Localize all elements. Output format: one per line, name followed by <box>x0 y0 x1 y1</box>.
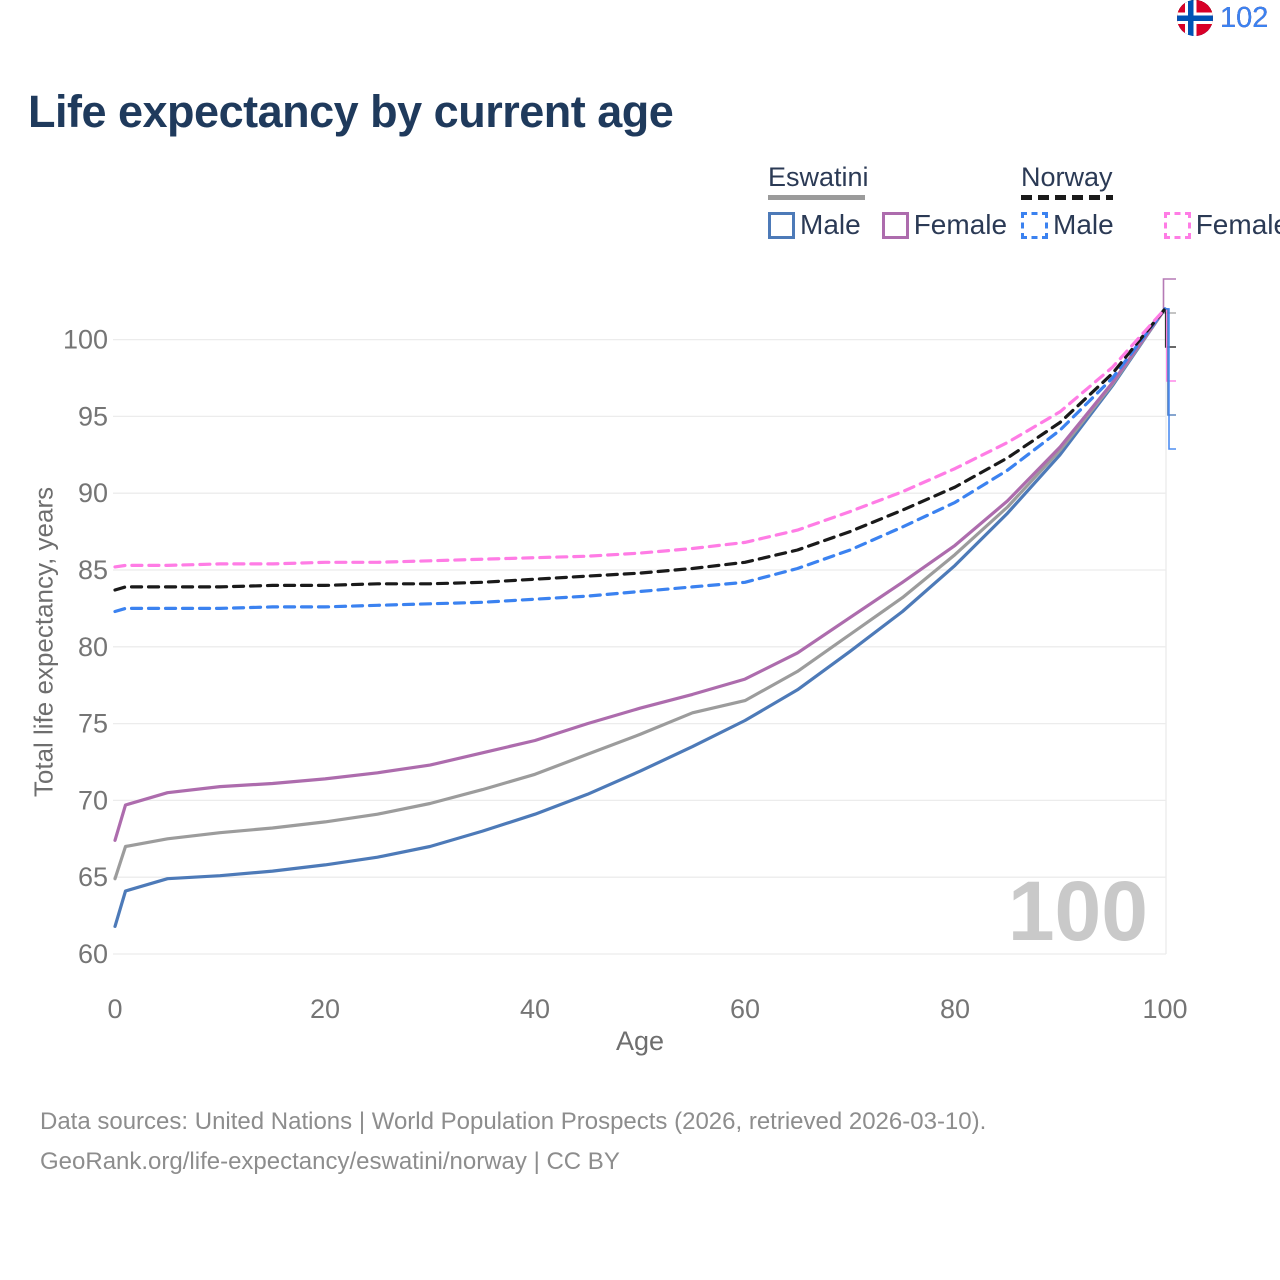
legend-item-eswatini-female[interactable]: Female <box>881 209 1008 241</box>
x-tick-80: 80 <box>940 994 970 1024</box>
legend-label: Male <box>800 209 861 241</box>
legend-country-eswatini[interactable]: Eswatini <box>768 162 869 192</box>
norway-male-swatch <box>1021 211 1048 239</box>
y-tick-70: 70 <box>78 785 108 815</box>
legend-label: Female <box>1195 209 1280 241</box>
end-value: 102 <box>1220 2 1269 34</box>
page-title: Life expectancy by current age <box>28 86 674 137</box>
y-tick-60: 60 <box>78 939 108 969</box>
y-tick-90: 90 <box>78 478 108 508</box>
y-tick-100: 100 <box>63 325 108 355</box>
norway-combined-line-swatch <box>1021 195 1113 201</box>
y-tick-80: 80 <box>78 632 108 662</box>
end-label-norway-male: 102 <box>1177 0 1268 36</box>
y-tick-85: 85 <box>78 555 108 585</box>
legend-item-norway-male[interactable]: Male <box>1021 209 1114 241</box>
y-tick-65: 65 <box>78 862 108 892</box>
x-tick-100: 100 <box>1142 994 1187 1024</box>
end-value: 102 <box>1220 2 1269 34</box>
x-tick-60: 60 <box>730 994 760 1024</box>
end-value: 102 <box>1220 2 1269 34</box>
footer-data-sources: Data sources: United Nations | World Pop… <box>40 1108 987 1135</box>
end-value: 102 <box>1220 2 1269 34</box>
age-cursor-watermark: 100 <box>1007 864 1148 958</box>
norway-flag-icon <box>1177 0 1213 36</box>
y-tick-95: 95 <box>78 401 108 431</box>
eswatini-female-swatch <box>881 211 909 239</box>
series-line-eswatini-male[interactable] <box>113 307 1167 929</box>
y-tick-75: 75 <box>78 709 108 739</box>
legend-item-norway-female[interactable]: Female <box>1163 209 1280 241</box>
eswatini-male-swatch <box>768 211 795 239</box>
series-line-norway-male[interactable] <box>113 307 1167 614</box>
legend-country-norway[interactable]: Norway <box>1021 162 1113 192</box>
end-connector-eswatini-female <box>1162 278 1176 310</box>
series-line-norway[interactable] <box>113 307 1167 592</box>
end-connector-norway-male <box>1165 308 1176 450</box>
legend-label: Male <box>1053 209 1114 241</box>
end-value: 102 <box>1220 2 1269 34</box>
footer-attribution[interactable]: GeoRank.org/life-expectancy/eswatini/nor… <box>40 1148 620 1175</box>
legend-group-eswatini: Eswatini Male Female <box>768 163 1007 241</box>
legend-item-eswatini-male[interactable]: Male <box>768 209 861 241</box>
series-line-eswatini-female[interactable] <box>113 307 1167 842</box>
x-tick-20: 20 <box>310 994 340 1024</box>
end-value: 102 <box>1220 2 1269 34</box>
end-connector-norway-female <box>1165 308 1176 382</box>
legend-group-norway: Norway Male Female <box>1021 163 1280 241</box>
x-tick-40: 40 <box>520 994 550 1024</box>
series-line-norway-female[interactable] <box>113 307 1167 569</box>
y-axis-title: Total life expectancy, years <box>28 486 59 798</box>
legend-label: Female <box>913 209 1008 241</box>
x-axis-title: Age <box>615 1026 665 1056</box>
x-tick-0: 0 <box>107 994 122 1024</box>
norway-female-swatch <box>1163 211 1191 239</box>
series-line-eswatini[interactable] <box>113 307 1167 881</box>
eswatini-combined-line-swatch <box>768 195 865 201</box>
